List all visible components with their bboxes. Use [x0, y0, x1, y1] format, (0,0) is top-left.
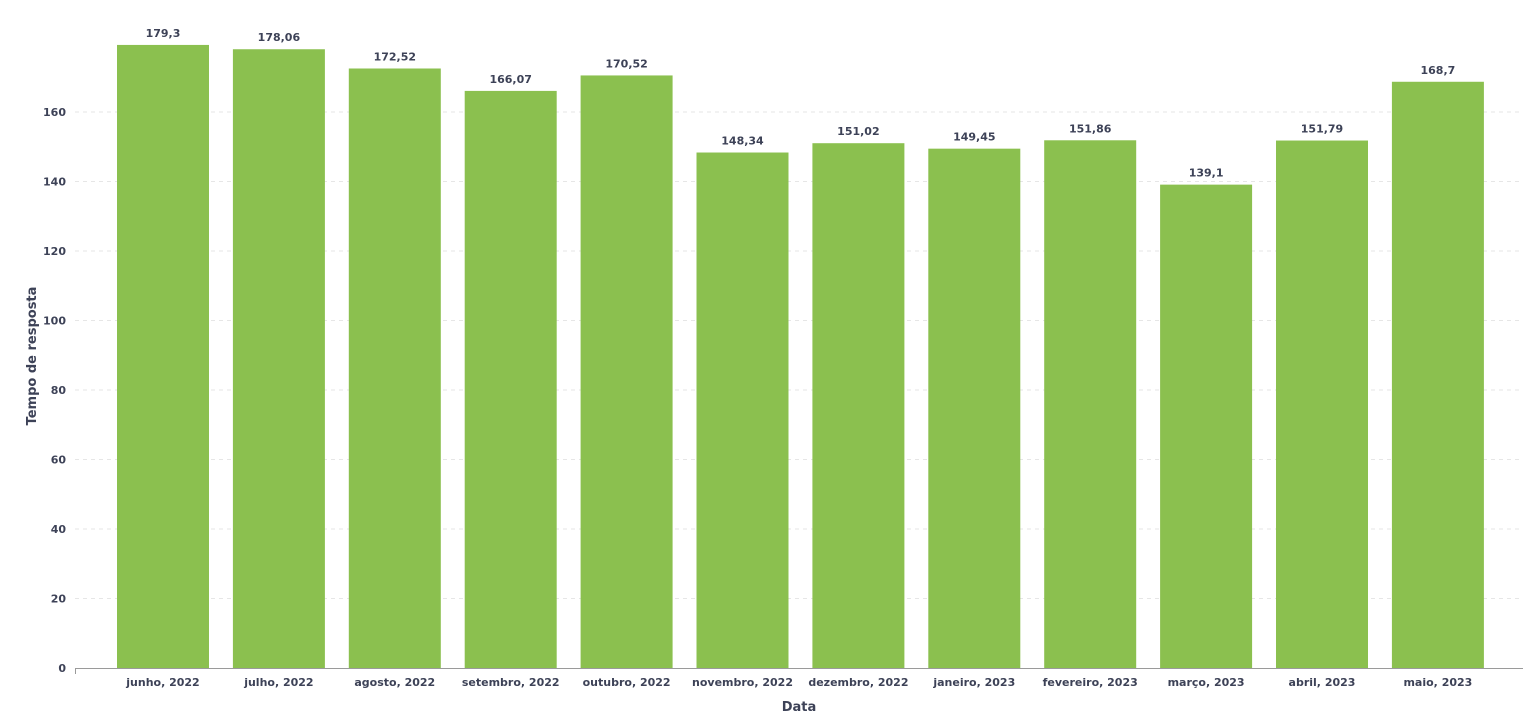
y-tick-label: 20: [51, 593, 67, 606]
bar[interactable]: [348, 68, 441, 669]
data-label: 151,02: [837, 125, 879, 138]
data-label: 179,3: [146, 27, 181, 40]
bars: [117, 44, 1484, 669]
x-tick-label: maio, 2023: [1403, 676, 1472, 689]
bar[interactable]: [928, 148, 1021, 668]
data-label: 149,45: [953, 131, 995, 144]
bar[interactable]: [1276, 140, 1368, 668]
data-label: 178,06: [258, 31, 301, 44]
data-label: 148,34: [721, 135, 764, 148]
data-label: 170,52: [605, 57, 647, 70]
x-tick-label: dezembro, 2022: [808, 676, 908, 689]
y-tick-label: 100: [43, 315, 66, 328]
y-tick-label: 160: [43, 106, 66, 119]
bar[interactable]: [464, 90, 557, 669]
data-label: 151,86: [1069, 122, 1112, 135]
bar[interactable]: [117, 44, 209, 669]
y-tick-label: 60: [51, 454, 67, 467]
axes: [75, 668, 1523, 674]
bar[interactable]: [232, 49, 325, 668]
bar[interactable]: [1044, 140, 1137, 668]
x-tick-label: fevereiro, 2023: [1043, 676, 1138, 689]
bar[interactable]: [696, 152, 789, 668]
data-label: 151,79: [1301, 123, 1343, 136]
x-tick-label: janeiro, 2023: [932, 676, 1015, 689]
y-tick-label: 40: [51, 523, 67, 536]
x-tick-label: agosto, 2022: [354, 676, 435, 689]
x-tick-label: novembro, 2022: [692, 676, 793, 689]
bar[interactable]: [812, 143, 905, 668]
data-label: 168,7: [1421, 64, 1456, 77]
data-label: 172,52: [374, 50, 416, 63]
y-axis-title: Tempo de resposta: [25, 287, 40, 426]
data-label: 139,1: [1189, 167, 1224, 180]
y-tick-label: 0: [58, 662, 66, 675]
bar[interactable]: [580, 75, 673, 669]
bar[interactable]: [1160, 184, 1253, 668]
x-tick-label: abril, 2023: [1289, 676, 1356, 689]
y-tick-label: 80: [51, 384, 67, 397]
x-axis-title: Data: [782, 700, 817, 715]
labels: 0 20 40 60 80 100 120 140 160 179,3 junho, 2022 178…: [43, 27, 1472, 689]
x-tick-label: junho, 2022: [125, 676, 199, 689]
x-tick-label: setembro, 2022: [462, 676, 560, 689]
data-label: 166,07: [489, 73, 531, 86]
x-tick-label: julho, 2022: [243, 676, 313, 689]
x-tick-label: março, 2023: [1168, 676, 1245, 689]
y-tick-label: 140: [43, 176, 66, 189]
y-tick-label: 120: [43, 245, 66, 258]
bar[interactable]: [1391, 81, 1484, 668]
x-tick-label: outubro, 2022: [583, 676, 671, 689]
